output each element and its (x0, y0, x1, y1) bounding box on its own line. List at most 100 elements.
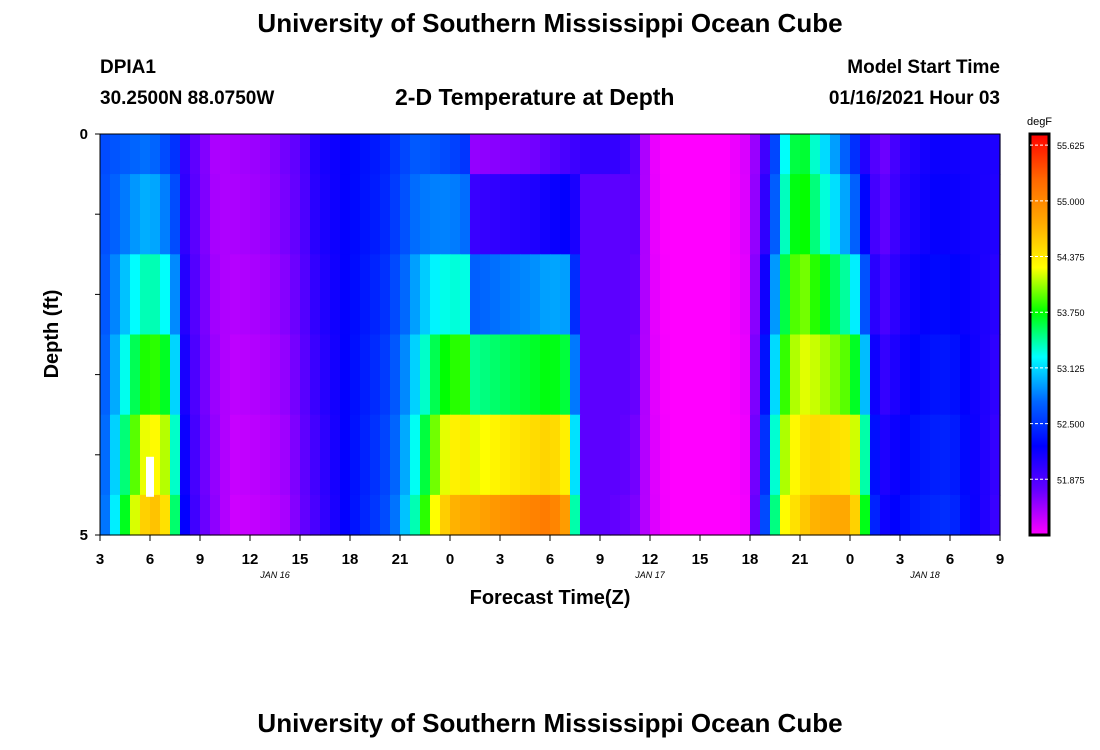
heatmap-cell (710, 134, 721, 175)
heatmap-cell (360, 254, 371, 336)
heatmap-cell (620, 254, 631, 336)
heatmap-cell (820, 334, 831, 416)
heatmap-cell (580, 414, 591, 496)
heatmap-cell (300, 494, 311, 536)
heatmap-cell (120, 334, 131, 416)
heatmap-cell (760, 174, 771, 255)
heatmap-cell (150, 414, 161, 496)
heatmap-cell (770, 174, 781, 255)
heatmap-cell (400, 174, 411, 255)
heatmap-cell (850, 174, 861, 255)
heatmap-cell (610, 334, 621, 416)
heatmap-cell (380, 494, 391, 536)
heatmap-cell (800, 254, 811, 336)
heatmap-cell (960, 334, 971, 416)
heatmap-cell (500, 254, 511, 336)
model-start-value: 01/16/2021 Hour 03 (828, 88, 1000, 109)
heatmap-cell (190, 174, 201, 255)
heatmap-cell (970, 174, 981, 255)
heatmap-cell (490, 334, 501, 416)
heatmap-cell (700, 494, 711, 536)
heatmap-cell (580, 494, 591, 536)
heatmap-cell (580, 134, 591, 175)
heatmap-cell (120, 414, 131, 496)
heatmap-cell (160, 494, 171, 536)
heatmap-cell (220, 174, 231, 255)
heatmap-cell (310, 254, 321, 336)
heatmap-cell (670, 254, 681, 336)
heatmap-cell (890, 134, 901, 175)
heatmap-cell (100, 134, 111, 175)
heatmap-cell (920, 334, 931, 416)
heatmap-cell (980, 254, 991, 336)
heatmap-cell (370, 334, 381, 416)
heatmap-cell (160, 254, 171, 336)
colorbar-tick-label: 53.125 (1057, 364, 1085, 374)
heatmap-cell (530, 494, 541, 536)
heatmap-cell (490, 414, 501, 496)
heatmap-cell (390, 414, 401, 496)
heatmap-cell (210, 174, 221, 255)
heatmap-cell (440, 174, 451, 255)
heatmap-cell (270, 494, 281, 536)
heatmap-cell (360, 134, 371, 175)
heatmap-cell (620, 134, 631, 175)
heatmap-cell (990, 334, 1001, 416)
heatmap-cell (950, 134, 961, 175)
heatmap-cell (660, 174, 671, 255)
heatmap-cell (430, 414, 441, 496)
x-tick-label: 18 (742, 551, 759, 568)
heatmap-cell (590, 254, 601, 336)
heatmap-cell (160, 334, 171, 416)
heatmap-cell (770, 414, 781, 496)
heatmap-cell (830, 414, 841, 496)
heatmap-cell (510, 334, 521, 416)
x-axis-label: Forecast Time(Z) (470, 587, 631, 609)
heatmap-cell (210, 494, 221, 536)
heatmap-cell (680, 134, 691, 175)
heatmap-cell (100, 174, 111, 255)
colorbar-tick-label: 53.750 (1057, 308, 1085, 318)
heatmap-cell (290, 494, 301, 536)
heatmap-cell (600, 174, 611, 255)
heatmap-cell (320, 134, 331, 175)
heatmap-cell (900, 134, 911, 175)
heatmap-cell (530, 134, 541, 175)
heatmap-cell (280, 414, 291, 496)
heatmap-cell (590, 134, 601, 175)
heatmap-cell (440, 334, 451, 416)
heatmap-cell (270, 414, 281, 496)
heatmap-cell (530, 174, 541, 255)
heatmap-cell (570, 134, 581, 175)
heatmap-cell (280, 334, 291, 416)
heatmap-cell (320, 334, 331, 416)
heatmap-cell (570, 174, 581, 255)
heatmap-cell (820, 414, 831, 496)
heatmap-cell (700, 334, 711, 416)
heatmap-cell (370, 414, 381, 496)
heatmap-cell (470, 134, 481, 175)
heatmap-cell (760, 254, 771, 336)
heatmap-cell (600, 414, 611, 496)
heatmap-cell (560, 334, 571, 416)
heatmap-cell (450, 334, 461, 416)
heatmap-cell (800, 414, 811, 496)
heatmap-cell (780, 174, 791, 255)
heatmap-cell (200, 494, 211, 536)
heatmap-cell (400, 134, 411, 175)
heatmap-cell (790, 414, 801, 496)
heatmap-cell (520, 334, 531, 416)
heatmap-cell (560, 414, 571, 496)
heatmap-cell (410, 254, 421, 336)
x-tick-label: 3 (96, 551, 104, 568)
heatmap-cell (890, 174, 901, 255)
x-tick-label: 18 (342, 551, 359, 568)
heatmap-cell (130, 254, 141, 336)
heatmap-cell (360, 334, 371, 416)
heatmap-cell (960, 254, 971, 336)
heatmap-cell (300, 334, 311, 416)
heatmap-cell (280, 494, 291, 536)
heatmap-cell (620, 414, 631, 496)
heatmap-cell (250, 174, 261, 255)
heatmap-cell (930, 494, 941, 536)
